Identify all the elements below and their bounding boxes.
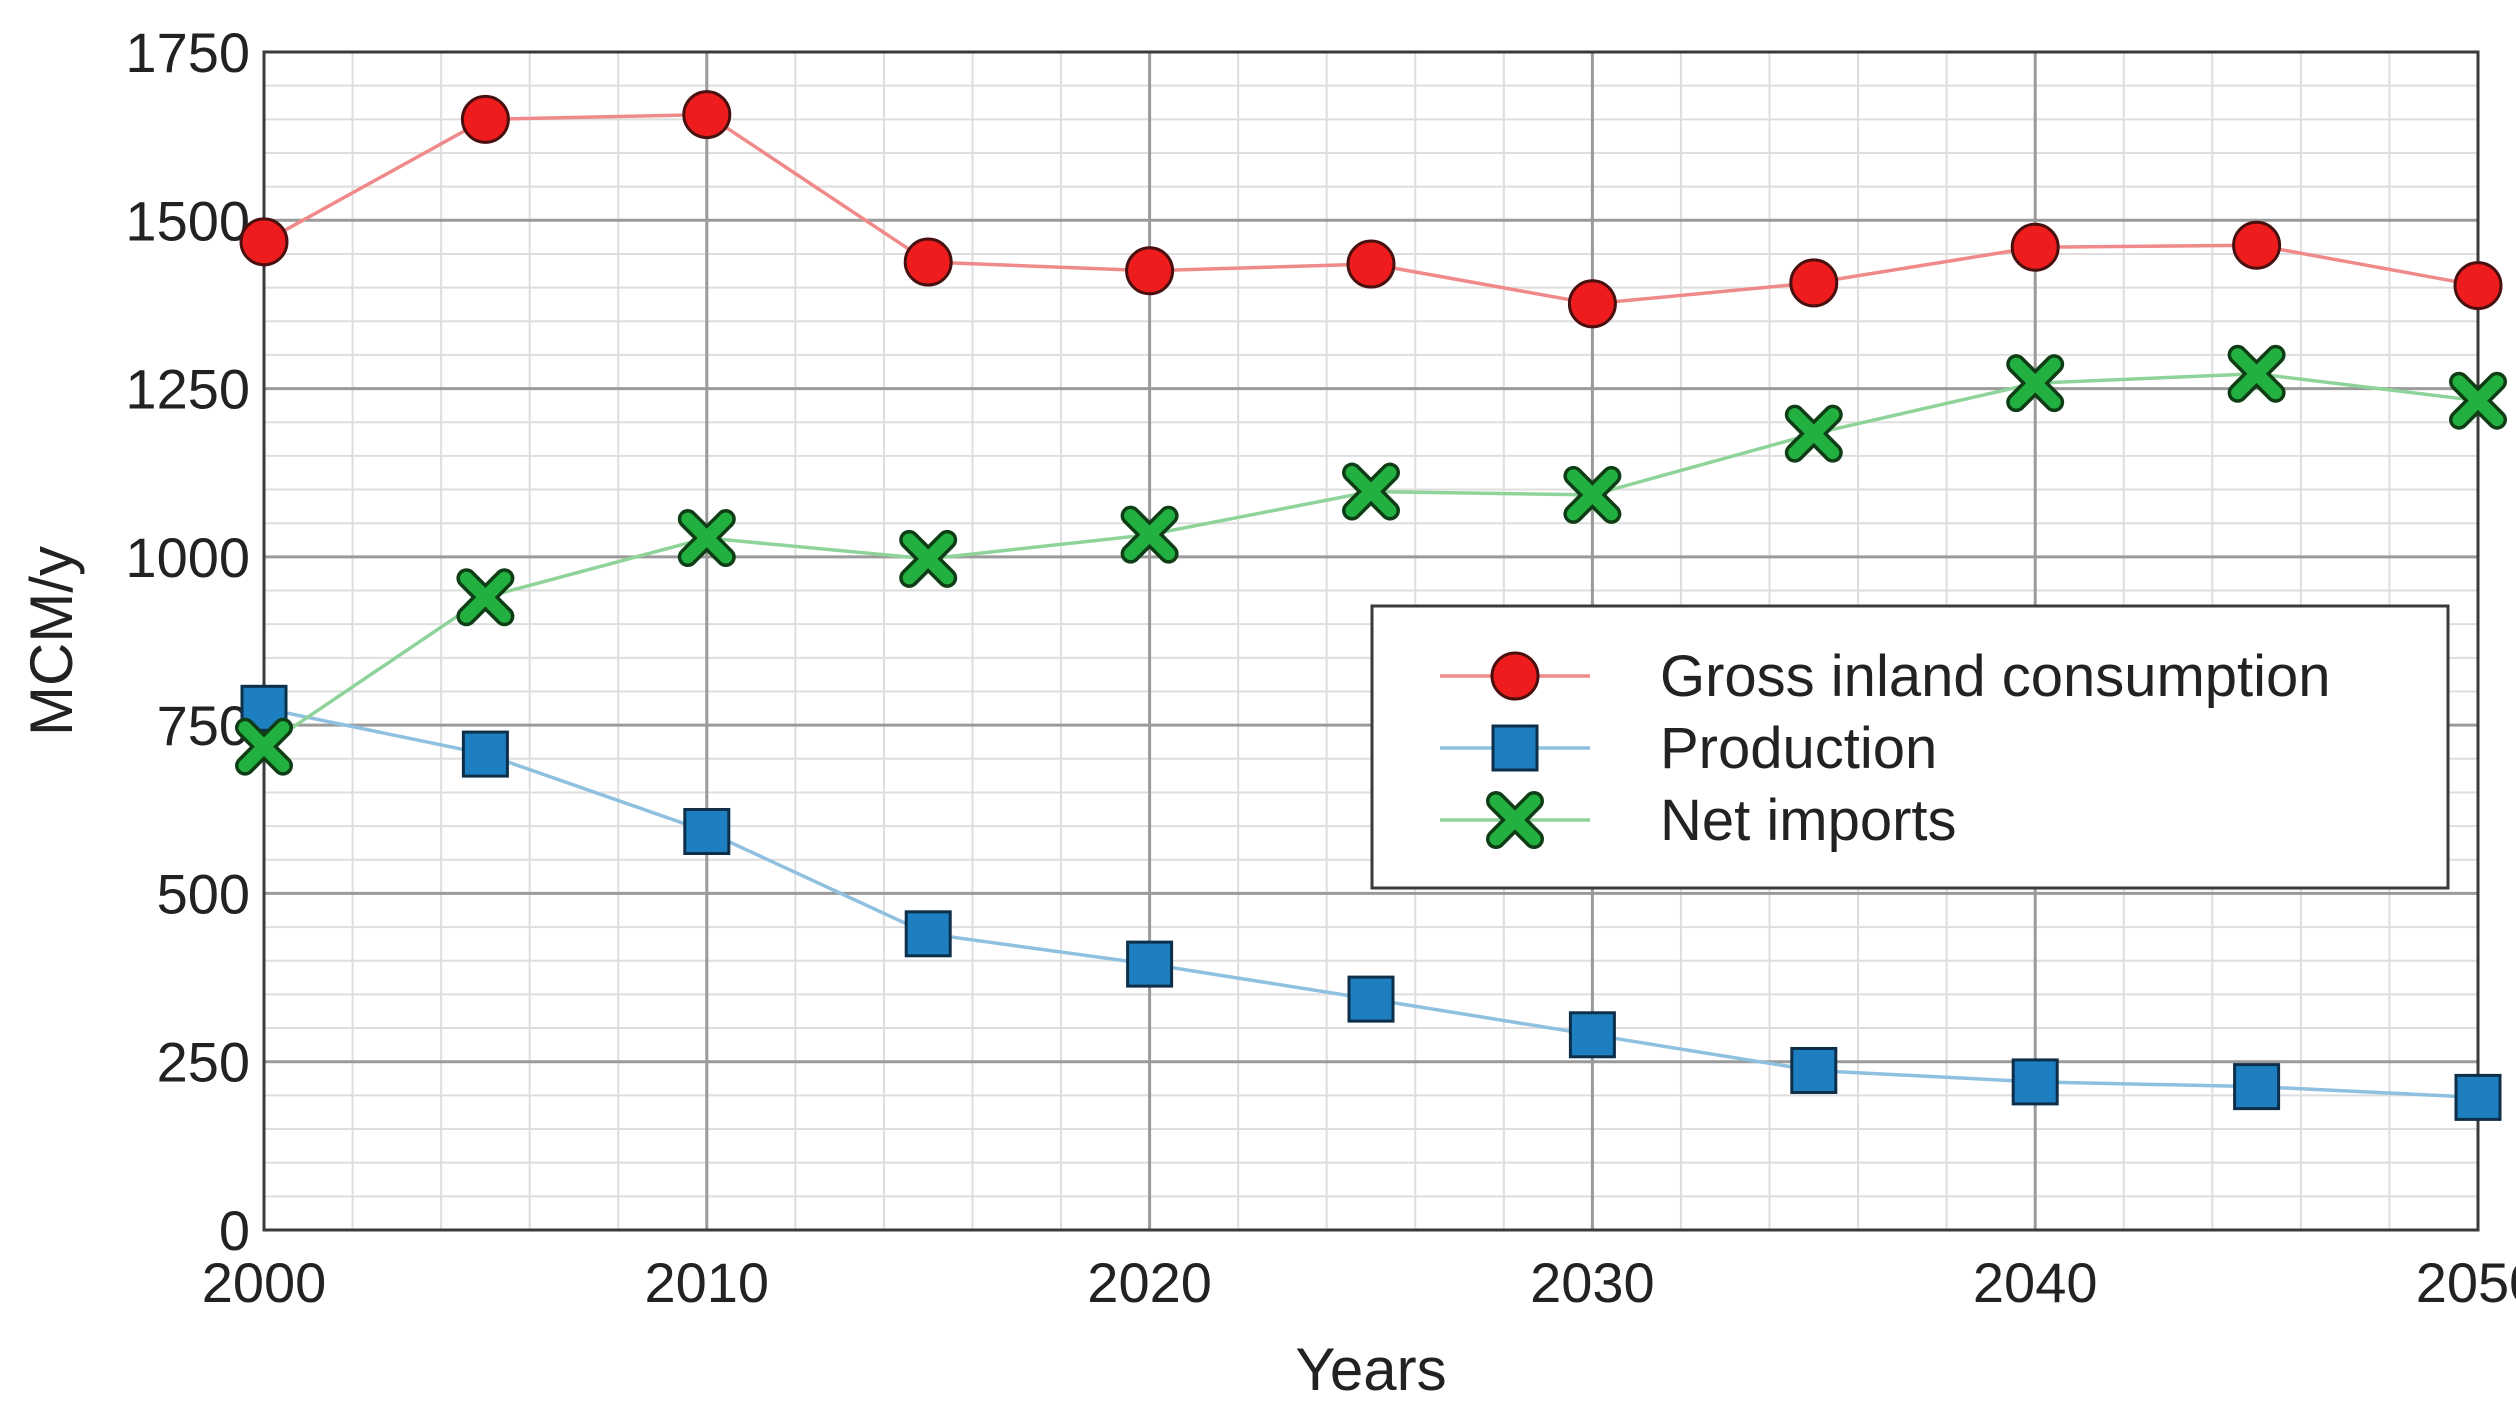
- data-point: [1563, 465, 1622, 524]
- data-point: [2454, 1073, 2502, 1121]
- y-axis-title: MCM/y: [18, 546, 85, 736]
- x-tick-label: 2030: [1530, 1251, 1655, 1314]
- data-point: [1125, 246, 1175, 296]
- series-x: [235, 344, 2507, 776]
- legend-item: Gross inland consumption: [1440, 644, 2331, 709]
- data-point: [683, 807, 731, 855]
- data-point: [1342, 462, 1400, 521]
- x-tick-label: 2040: [1973, 1251, 2098, 1314]
- legend-label: Production: [1660, 716, 1937, 781]
- data-point: [2233, 1063, 2281, 1111]
- data-point: [1346, 239, 1396, 289]
- data-point: [1568, 1011, 1616, 1059]
- x-tick-label: 2020: [1087, 1251, 1212, 1314]
- y-axis-ticks: 0 250 500 750 1000 1250 1500 1750: [125, 21, 250, 1262]
- data-point: [2232, 220, 2282, 270]
- data-point: [1126, 940, 1174, 988]
- data-point: [2449, 371, 2507, 430]
- data-point: [2011, 1058, 2059, 1106]
- data-point: [239, 217, 289, 267]
- data-point: [1784, 404, 1843, 463]
- data-point: [1567, 279, 1617, 329]
- y-tick-label: 1750: [125, 21, 250, 84]
- data-point: [460, 94, 510, 144]
- legend-label: Gross inland consumption: [1660, 644, 2331, 709]
- data-point: [1789, 258, 1839, 308]
- x-tick-label: 2010: [645, 1251, 770, 1314]
- data-point: [1347, 975, 1395, 1023]
- legend-marker: [1486, 791, 1544, 849]
- x-axis-title: Years: [1295, 1336, 1446, 1403]
- data-point: [235, 717, 293, 776]
- legend-marker: [1491, 724, 1539, 772]
- x-tick-label: 2000: [202, 1251, 327, 1314]
- legend-marker: [1490, 651, 1540, 701]
- series-circle: [239, 90, 2503, 329]
- plot-area-frame: [262, 50, 2480, 1232]
- data-point: [2227, 344, 2286, 403]
- data-point: [1120, 505, 1179, 564]
- y-tick-label: 750: [157, 694, 250, 757]
- data-point: [899, 529, 958, 588]
- y-tick-label: 1250: [125, 358, 250, 421]
- data-point: [2010, 222, 2060, 272]
- data-point: [677, 509, 736, 568]
- data-point: [904, 910, 952, 958]
- y-tick-label: 0: [219, 1199, 250, 1262]
- y-tick-label: 1500: [125, 189, 250, 252]
- data-point: [456, 568, 515, 627]
- legend-item: Net imports: [1440, 788, 1957, 853]
- y-tick-label: 1000: [125, 526, 250, 589]
- data-point: [2006, 354, 2065, 413]
- series-layer: [235, 90, 2507, 1121]
- y-tick-label: 500: [157, 862, 250, 925]
- y-tick-label: 250: [157, 1031, 250, 1094]
- data-point: [461, 730, 509, 778]
- data-point: [903, 237, 953, 287]
- data-point: [1790, 1046, 1838, 1094]
- data-point: [2453, 261, 2503, 311]
- data-point: [682, 90, 732, 140]
- legend-item: Production: [1440, 716, 1937, 781]
- legend-label: Net imports: [1660, 788, 1957, 853]
- legend: Gross inland consumption Production Net im…: [1370, 604, 2450, 890]
